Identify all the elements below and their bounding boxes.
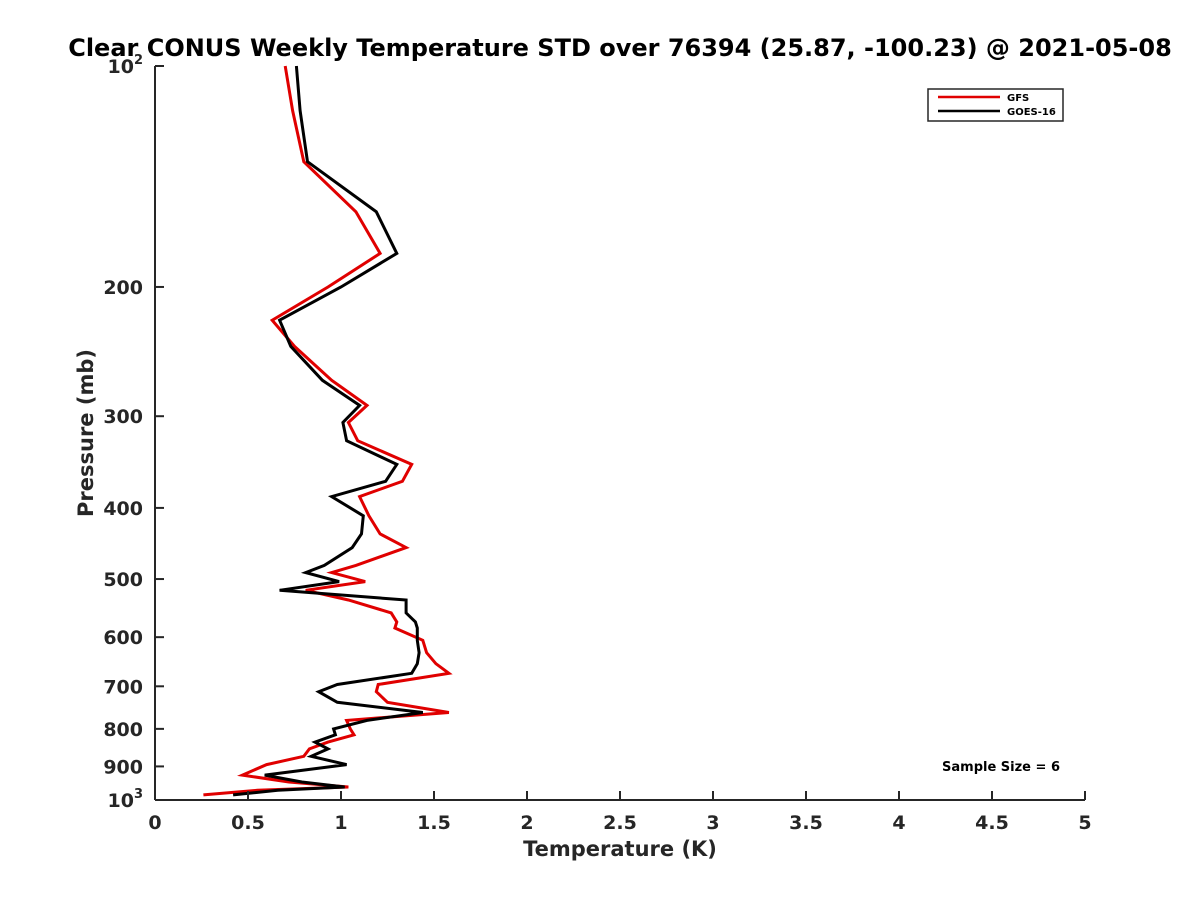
plot-area	[203, 65, 453, 797]
x-tick-label: 3.5	[789, 812, 823, 834]
x-tick-label: 1.5	[417, 812, 451, 834]
x-axis-label: Temperature (K)	[523, 837, 717, 861]
x-tick-label: 5	[1078, 812, 1091, 834]
y-tick-label: 103	[108, 787, 144, 812]
x-tick-label: 4.5	[975, 812, 1009, 834]
x-tick-label: 0.5	[231, 812, 265, 834]
legend: GFS GOES-16	[927, 88, 1064, 122]
x-ticks: 0 0.5 1 1.5 2 2.5 3 3.5 4 4.5 5	[148, 791, 1092, 834]
y-tick-label: 300	[103, 406, 143, 428]
x-tick-label: 0	[148, 812, 161, 834]
y-tick-label: 500	[103, 569, 143, 591]
legend-box	[927, 88, 1064, 122]
sample-size-annotation: Sample Size = 6	[942, 760, 1060, 775]
legend-label-gfs: GFS	[1007, 93, 1029, 104]
series-line-goes16	[232, 65, 424, 797]
y-tick-label: 800	[103, 719, 143, 741]
x-tick-label: 2.5	[603, 812, 637, 834]
y-tick-label: 400	[103, 498, 143, 520]
y-tick-label: 700	[103, 676, 143, 698]
x-tick-label: 2	[520, 812, 533, 834]
y-axis-label: Pressure (mb)	[74, 349, 98, 517]
y-tick-label: 102	[108, 53, 144, 78]
x-tick-label: 4	[892, 812, 905, 834]
y-tick-label: 200	[103, 277, 143, 299]
chart-title: Clear CONUS Weekly Temperature STD over …	[68, 34, 1172, 62]
x-tick-label: 1	[334, 812, 347, 834]
y-ticks: 102 200 300 400 500 600 700 800 900 103	[103, 53, 164, 812]
axes	[154, 66, 1085, 801]
y-tick-label: 900	[103, 756, 143, 778]
x-tick-label: 3	[706, 812, 719, 834]
legend-label-goes16: GOES-16	[1007, 107, 1056, 118]
y-tick-label: 600	[103, 627, 143, 649]
